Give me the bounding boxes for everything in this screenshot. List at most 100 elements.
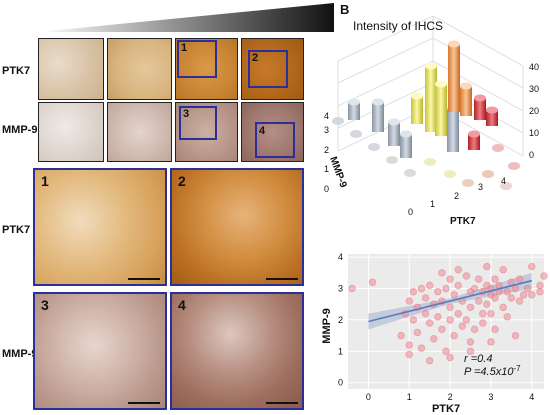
scatter-point bbox=[527, 291, 536, 299]
r-annotation: r =0.4 bbox=[464, 353, 492, 365]
row-label-ptk7: PTK7 bbox=[2, 65, 31, 77]
svg-text:2: 2 bbox=[324, 145, 329, 155]
scatter-point bbox=[462, 272, 471, 280]
scale-bar bbox=[266, 402, 298, 404]
scatter-point bbox=[466, 347, 475, 356]
roi-number-3: 3 bbox=[183, 108, 190, 120]
scatter-point bbox=[536, 281, 544, 290]
zoom-number-2: 2 bbox=[178, 173, 186, 189]
svg-text:3: 3 bbox=[478, 182, 483, 192]
scatter-point bbox=[478, 309, 487, 318]
svg-text:0: 0 bbox=[529, 150, 534, 160]
scatter-point bbox=[421, 309, 430, 318]
svg-text:20: 20 bbox=[529, 106, 539, 116]
y-tick-label: 4 bbox=[338, 252, 343, 262]
scatter-point bbox=[491, 325, 499, 334]
zoom-label-ptk7: PTK7 bbox=[2, 224, 31, 236]
scatter-point bbox=[425, 356, 434, 365]
roi-box-2 bbox=[248, 50, 288, 88]
zoom-number-3: 3 bbox=[41, 297, 49, 313]
scatter-point bbox=[446, 353, 454, 362]
scatter-point bbox=[454, 281, 463, 290]
scatter-point bbox=[446, 303, 454, 312]
svg-text:1: 1 bbox=[430, 199, 435, 209]
scatter-point bbox=[515, 275, 524, 283]
scatter-point bbox=[421, 294, 430, 302]
scatter-point bbox=[458, 322, 467, 331]
zoom-tile-4 bbox=[170, 292, 304, 410]
scatter-point bbox=[417, 284, 426, 293]
y-tick-labels: 0 1 2 3 4 bbox=[338, 252, 343, 388]
scatter-point bbox=[470, 325, 479, 334]
bar3d-title: Intensity of IHCS bbox=[353, 19, 443, 33]
p-annotation: P =4.5x10-7 bbox=[464, 364, 521, 378]
scatter-point bbox=[499, 265, 507, 274]
scatter-point bbox=[487, 338, 495, 346]
scatter-point bbox=[417, 344, 426, 352]
bar-cylinders bbox=[348, 40, 498, 158]
row-label-mmp9: MMP-9 bbox=[2, 124, 38, 136]
scatter-point bbox=[491, 275, 499, 283]
scatter-point bbox=[454, 309, 463, 318]
scale-bar bbox=[266, 278, 298, 280]
scatter-point bbox=[499, 303, 507, 312]
scatter-point bbox=[474, 297, 483, 305]
scatter-point bbox=[442, 347, 450, 356]
scatter-point bbox=[438, 325, 446, 334]
svg-text:40: 40 bbox=[529, 62, 539, 72]
ihc-tile bbox=[107, 38, 172, 100]
floor-discs bbox=[332, 117, 520, 190]
scatter-point bbox=[487, 309, 495, 318]
roi-box-4 bbox=[255, 122, 295, 158]
zoom-number-1: 1 bbox=[41, 173, 49, 189]
zoom-label-mmp9: MMP-9 bbox=[2, 348, 38, 360]
scatter-point bbox=[409, 316, 418, 324]
scatter-point bbox=[442, 284, 450, 293]
scatter-point bbox=[425, 319, 434, 327]
scatter-point bbox=[397, 331, 405, 340]
scatter-point bbox=[515, 297, 524, 305]
scatter-point bbox=[405, 297, 414, 305]
x-tick-labels: 0 1 2 3 4 bbox=[366, 392, 534, 402]
scatter-point bbox=[446, 316, 454, 324]
y-tick-label: 1 bbox=[338, 346, 343, 356]
roi-box-1 bbox=[177, 40, 217, 78]
scatter-point bbox=[527, 262, 536, 271]
x-axis-ticks: 0 1 2 3 4 bbox=[408, 176, 506, 217]
scatter-point bbox=[507, 294, 516, 302]
p-annotation-base: P =4.5x10 bbox=[464, 366, 514, 378]
intensity-3d-bar-chart: Intensity of IHCS 0 10 20 30 bbox=[324, 15, 539, 227]
scatter-point bbox=[503, 312, 512, 321]
y-tick-label: 3 bbox=[338, 284, 343, 294]
scatter-points bbox=[348, 262, 548, 365]
ihc-tile bbox=[38, 38, 104, 100]
roi-box-3 bbox=[179, 106, 217, 140]
svg-text:10: 10 bbox=[529, 128, 539, 138]
zoom-number-4: 4 bbox=[178, 297, 186, 313]
x-tick-label: 0 bbox=[366, 392, 371, 402]
z-axis-ticks: 0 10 20 30 40 bbox=[529, 62, 539, 160]
scatter-point bbox=[438, 269, 446, 277]
scatter-point bbox=[503, 287, 512, 296]
scatter-point bbox=[446, 275, 454, 283]
scatter-point bbox=[523, 284, 532, 293]
svg-text:3: 3 bbox=[324, 125, 329, 135]
scatter-point bbox=[466, 303, 475, 312]
svg-text:2: 2 bbox=[454, 191, 459, 201]
scatter-point bbox=[478, 319, 487, 327]
scale-bar bbox=[128, 402, 160, 404]
fit-line bbox=[368, 279, 532, 323]
svg-text:1: 1 bbox=[324, 164, 329, 174]
scatter-point bbox=[429, 334, 438, 343]
zoom-tile-1 bbox=[33, 168, 167, 286]
svg-text:0: 0 bbox=[408, 207, 413, 217]
y-tick-label: 0 bbox=[338, 378, 343, 388]
ihc-tile bbox=[38, 102, 104, 162]
scatter-point bbox=[425, 281, 434, 290]
x-tick-label: 1 bbox=[407, 392, 412, 402]
scatter-point bbox=[462, 316, 471, 324]
scale-bar bbox=[128, 278, 160, 280]
scatter-point bbox=[434, 287, 442, 296]
panel-letter-b: B bbox=[340, 2, 350, 17]
scatter-point bbox=[450, 331, 458, 340]
